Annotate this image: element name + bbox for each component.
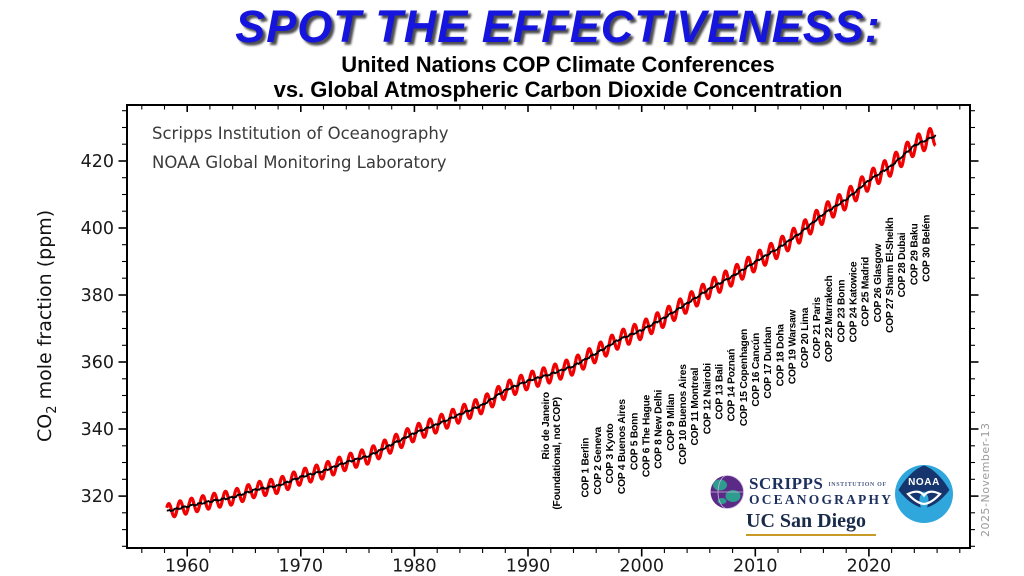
plot-border — [126, 104, 971, 549]
y-tick-label: 400 — [81, 219, 114, 239]
cop-label: COP 10 Buenos Aires — [678, 364, 689, 465]
cop-label: COP 14 Poznań — [727, 349, 738, 422]
cop-label: COP 30 Belém — [922, 215, 933, 282]
noaa-logo: NOAA — [895, 465, 953, 523]
uc-san-diego-gold-rule — [746, 534, 876, 536]
scripps-oceanography: OCEANOGRAPHY — [749, 492, 894, 507]
cop-label: COP 22 Marrakech — [824, 275, 835, 362]
noaa-bird-swoosh — [906, 490, 942, 506]
cop-label: COP 3 Kyoto — [605, 424, 616, 484]
cop-label: COP 6 The Hague — [642, 394, 653, 477]
x-tick-label: 1980 — [392, 557, 437, 576]
cop-label: COP 18 Doha — [775, 324, 786, 387]
cop-label: COP 8 New Delhi — [654, 389, 665, 468]
cop-label: COP 5 Bonn — [629, 413, 640, 470]
cop-label: COP 2 Geneva — [593, 426, 604, 494]
cop-label: COP 17 Durban — [763, 327, 774, 399]
noaa-logo-text: NOAA — [908, 477, 940, 488]
cop-label: COP 27 Sharm El-Sheikh — [885, 217, 896, 332]
page-title: SPOT THE EFFECTIVENESS: — [235, 1, 881, 52]
source-line-noaa: NOAA Global Monitoring Laboratory — [152, 153, 447, 172]
cop-label: COP 19 Warsaw — [788, 309, 799, 384]
cop-label: COP 15 Copenhagen — [739, 329, 750, 426]
cop-label: COP 21 Paris — [812, 297, 823, 359]
x-axis-ticks: 1960 1970 1980 1990 2000 2010 2020 — [141, 105, 961, 576]
cop-label: COP 20 Lima — [800, 307, 811, 368]
x-tick-label: 1960 — [165, 557, 210, 576]
cop-label: (Foundational, not COP) — [552, 397, 563, 510]
cop-label: COP 29 Baku — [909, 223, 920, 285]
x-tick-label: 1970 — [279, 557, 324, 576]
y-tick-label: 320 — [81, 487, 114, 507]
cop-label: COP 13 Bali — [715, 364, 726, 420]
y-tick-label: 420 — [81, 152, 114, 172]
scripps-globe-icon — [710, 475, 744, 509]
x-tick-label: 2000 — [619, 557, 664, 576]
y-tick-label: 360 — [81, 353, 114, 373]
co2-trend-curve — [166, 134, 937, 512]
cop-label: Rio de Janeiro — [541, 392, 552, 459]
subtitle-line-1: United Nations COP Climate Conferences — [341, 52, 775, 77]
scripps-logo: SCRIPPS INSTITUTION OF OCEANOGRAPHY UC Sa… — [710, 473, 900, 539]
cop-label: COP 25 Madrid — [861, 257, 872, 327]
scripps-wordmark: SCRIPPS — [749, 474, 824, 493]
scripps-wordmark-row: SCRIPPS INSTITUTION OF — [749, 474, 887, 494]
cop-annotations: Rio de Janeiro (Foundational, not COP) COP… — [541, 215, 933, 510]
cop-label: COP 9 Milan — [666, 394, 677, 451]
cop-label: COP 12 Nairobi — [702, 363, 713, 435]
cop-label: COP 11 Montreal — [690, 367, 701, 445]
title-block: SPOT THE EFFECTIVENESS: United Nations C… — [93, 1, 1023, 103]
x-tick-label: 1990 — [506, 557, 551, 576]
datestamp: 2025-November-13 — [979, 423, 992, 537]
co2-seasonal-curve — [165, 127, 937, 519]
source-line-scripps: Scripps Institution of Oceanography — [152, 124, 449, 143]
cop-label: COP 4 Buenos Aires — [617, 399, 628, 494]
cop-label: COP 16 Cancún — [751, 333, 762, 407]
scripps-institution-of: INSTITUTION OF — [828, 482, 887, 488]
x-tick-label: 2010 — [733, 557, 778, 576]
y-tick-label: 340 — [81, 420, 114, 440]
cop-label: COP 1 Berlin — [581, 438, 592, 498]
data-source-note: Scripps Institution of Oceanography NOAA… — [152, 119, 449, 177]
cop-label: COP 24 Katowice — [849, 261, 860, 342]
subtitle-line-2: vs. Global Atmospheric Carbon Dioxide Co… — [273, 77, 843, 102]
cop-label: COP 28 Dubai — [897, 232, 908, 297]
cop-label: COP 26 Glasgow — [873, 244, 884, 323]
cop-label: COP 23 Bonn — [836, 280, 847, 343]
x-tick-label: 2020 — [847, 557, 892, 576]
uc-san-diego-wordmark: UC San Diego — [746, 510, 867, 532]
y-tick-label: 380 — [81, 286, 114, 306]
